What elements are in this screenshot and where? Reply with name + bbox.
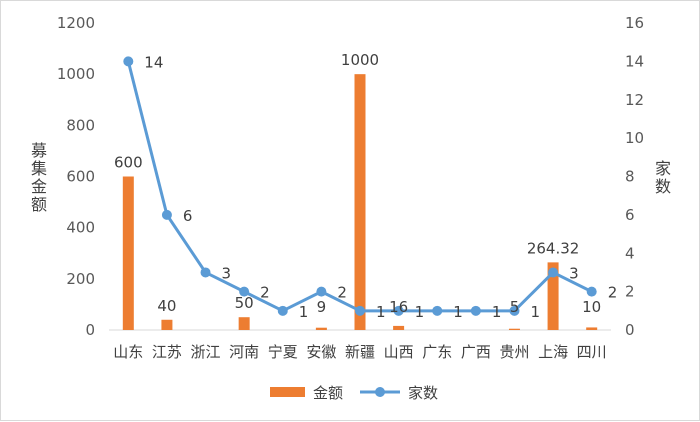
y2-axis-title: 家数 <box>655 159 671 196</box>
line-series <box>123 56 597 316</box>
line-data-label: 1 <box>530 303 540 321</box>
line-data-label: 3 <box>222 264 232 282</box>
y2-axis-title-char: 数 <box>655 177 671 196</box>
line-point <box>355 305 365 316</box>
category-label: 贵州 <box>499 343 529 361</box>
left-tick-label: 400 <box>66 219 95 237</box>
bar <box>354 74 366 331</box>
line-data-label: 2 <box>608 284 618 302</box>
line-data-label: 3 <box>569 264 579 282</box>
category-label: 宁夏 <box>268 343 298 361</box>
left-tick-label: 1200 <box>57 14 95 32</box>
right-tick-label: 4 <box>625 244 635 262</box>
line-data-label: 6 <box>183 207 193 225</box>
legend-line-marker <box>375 387 385 397</box>
y2-axis-title-char: 家 <box>655 159 671 178</box>
bar <box>238 317 250 330</box>
category-label: 江苏 <box>152 343 182 361</box>
y-axis-title-char: 金 <box>31 177 47 196</box>
left-axis-ticks: 0 200 400 600 800 1000 1200 <box>57 14 95 339</box>
bar-data-label: 264.32 <box>527 239 580 257</box>
right-tick-label: 16 <box>625 14 644 32</box>
legend-line-label: 家数 <box>408 384 438 402</box>
line-data-label: 2 <box>337 284 347 302</box>
legend-bar-label: 金额 <box>313 384 343 402</box>
line-data-label: 1 <box>492 303 502 321</box>
bar-data-label: 600 <box>114 154 143 172</box>
right-tick-label: 10 <box>625 129 644 147</box>
category-label: 新疆 <box>345 343 375 361</box>
line-data-label: 14 <box>144 53 163 71</box>
category-label: 河南 <box>229 343 259 361</box>
bar-data-label: 10 <box>582 298 601 316</box>
line-point <box>586 286 597 297</box>
bar <box>161 319 173 330</box>
legend: 金额 家数 <box>270 384 438 402</box>
legend-bar-swatch <box>270 387 305 397</box>
bar-data-label: 40 <box>157 297 176 315</box>
bar-series <box>122 74 598 331</box>
left-tick-label: 200 <box>66 270 95 288</box>
left-tick-label: 800 <box>66 116 95 134</box>
bar <box>547 262 559 330</box>
category-label: 四川 <box>577 343 607 361</box>
left-tick-label: 1000 <box>57 65 95 83</box>
right-tick-label: 12 <box>625 91 644 109</box>
right-tick-label: 6 <box>625 206 635 224</box>
y-axis-title-char: 额 <box>31 195 47 214</box>
line-data-label: 2 <box>260 284 270 302</box>
line-data-label: 1 <box>415 303 425 321</box>
line-point <box>432 305 443 316</box>
right-tick-label: 14 <box>625 52 644 70</box>
line-point <box>200 267 211 278</box>
category-labels: 山东 江苏 浙江 河南 宁夏 安徽 新疆 山西 广东 广西 贵州 上海 四川 <box>113 343 606 361</box>
line-point <box>548 267 559 278</box>
line-point <box>239 286 250 297</box>
category-label: 山东 <box>113 343 143 361</box>
line-point <box>316 286 327 297</box>
right-tick-label: 8 <box>625 168 635 186</box>
category-label: 山西 <box>384 343 414 361</box>
bar <box>315 327 327 330</box>
bar-data-labels: 600 40 50 9 1000 16 5 264.32 10 <box>114 51 601 316</box>
category-label: 安徽 <box>306 343 336 361</box>
bar <box>586 327 598 330</box>
line-point <box>393 305 404 316</box>
line-data-label: 1 <box>376 303 386 321</box>
category-label: 广东 <box>422 343 452 361</box>
bar <box>393 325 405 330</box>
bar-data-label: 1000 <box>341 51 379 69</box>
right-tick-label: 2 <box>625 283 635 301</box>
line-point <box>277 305 288 316</box>
line-point <box>161 209 172 220</box>
left-tick-label: 600 <box>66 168 95 186</box>
bar <box>122 176 134 330</box>
category-label: 浙江 <box>191 343 221 361</box>
bar <box>508 328 520 330</box>
line-data-label: 1 <box>299 303 309 321</box>
y-axis-title-char: 募 <box>31 141 47 160</box>
line-point <box>509 305 520 316</box>
category-label: 广西 <box>461 343 491 361</box>
bar-data-label: 5 <box>510 298 520 316</box>
line-data-labels: 14 6 3 2 1 2 1 1 1 1 1 3 2 <box>144 53 617 320</box>
left-tick-label: 0 <box>85 321 95 339</box>
line-point <box>470 305 481 316</box>
bar-data-label: 9 <box>317 298 327 316</box>
bar-data-label: 16 <box>389 298 408 316</box>
bar-data-label: 50 <box>235 294 254 312</box>
line-point <box>123 56 134 67</box>
right-tick-label: 0 <box>625 321 635 339</box>
y-axis-title-char: 集 <box>31 159 47 178</box>
right-axis-ticks: 0 2 4 6 8 10 12 14 16 <box>625 14 644 339</box>
category-label: 上海 <box>538 343 568 361</box>
line-data-label: 1 <box>453 303 463 321</box>
